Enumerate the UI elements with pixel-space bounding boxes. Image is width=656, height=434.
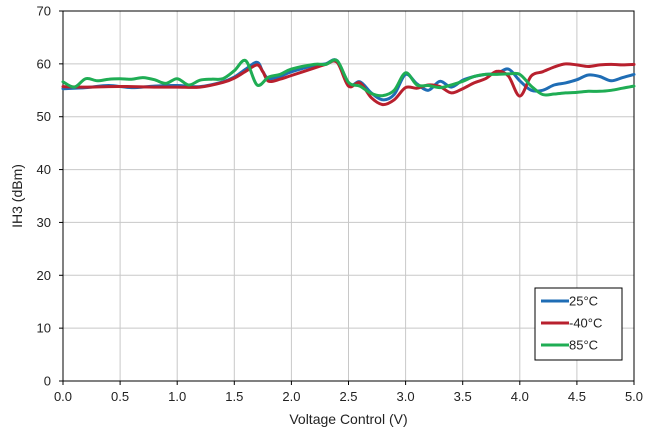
x-tick-label: 3.0	[397, 389, 415, 404]
legend: 25°C -40°C 85°C	[534, 287, 623, 361]
y-tick-label: 60	[37, 56, 51, 71]
x-tick-label: 4.0	[511, 389, 529, 404]
series-line--40°C	[61, 59, 636, 107]
legend-label: 85°C	[569, 338, 598, 353]
series-line-85°C	[61, 58, 636, 98]
y-tick-label: 20	[37, 268, 51, 283]
x-tick-label: 0.5	[111, 389, 129, 404]
y-tick-label: 50	[37, 109, 51, 124]
y-axis-ticks: 0 10 20 30 40 50 60 70	[37, 4, 63, 389]
y-tick-label: 10	[37, 321, 51, 336]
x-tick-label: 3.5	[454, 389, 472, 404]
legend-label: 25°C	[569, 294, 598, 309]
x-tick-label: 1.0	[168, 389, 186, 404]
x-tick-label: 2.0	[282, 389, 300, 404]
x-tick-label: 4.5	[568, 389, 586, 404]
x-axis-ticks: 0.0 0.5 1.0 1.5 2.0 2.5 3.0 3.5 4.0 4.5 5.0	[54, 381, 643, 404]
y-tick-label: 0	[44, 374, 51, 389]
series-layer	[61, 58, 636, 107]
x-tick-label: 2.5	[339, 389, 357, 404]
y-tick-label: 40	[37, 162, 51, 177]
x-tick-label: 0.0	[54, 389, 72, 404]
legend-label: -40°C	[569, 316, 602, 331]
x-axis-label: Voltage Control (V)	[289, 411, 407, 427]
x-tick-label: 5.0	[625, 389, 643, 404]
x-tick-label: 1.5	[225, 389, 243, 404]
y-tick-label: 70	[37, 4, 51, 19]
y-tick-label: 30	[37, 215, 51, 230]
y-axis-label: IH3 (dBm)	[9, 164, 25, 228]
